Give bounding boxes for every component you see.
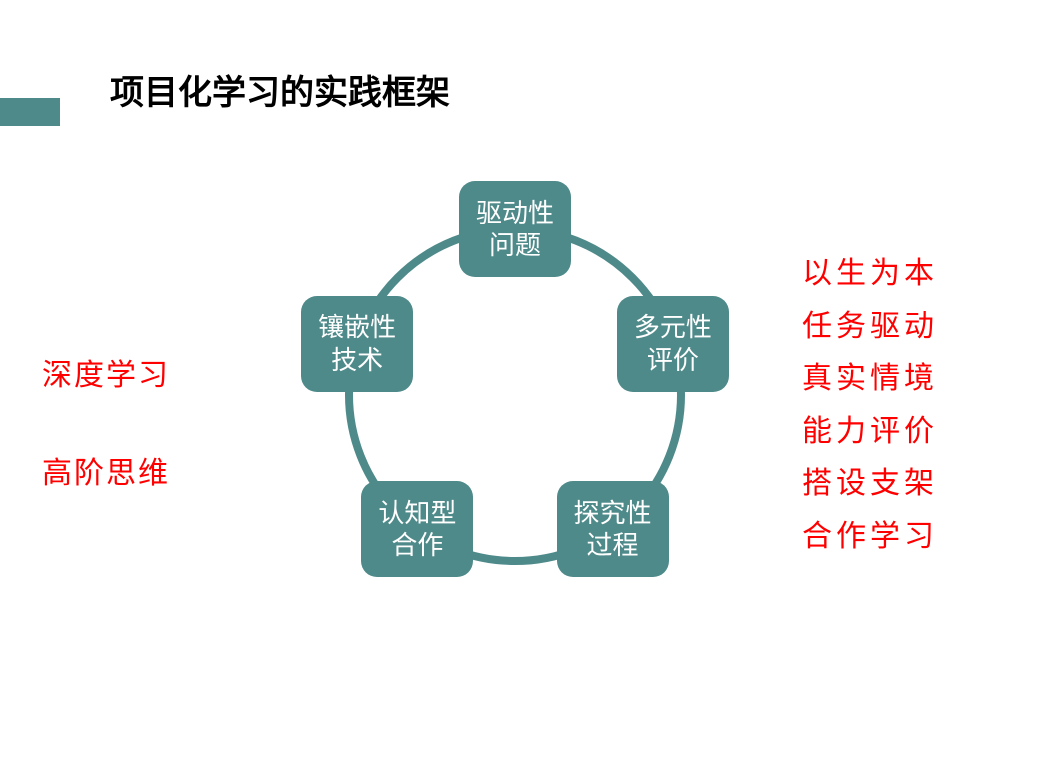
node-label-line: 多元性 xyxy=(634,311,712,344)
left-label-1: 深度学习 xyxy=(42,350,170,394)
right-labels: 以生为本 任务驱动 真实情境 能力评价 搭设支架 合作学习 xyxy=(802,248,938,563)
node-label-line: 探究性 xyxy=(574,497,652,530)
node-label-line: 技术 xyxy=(318,344,396,377)
cycle-node: 驱动性问题 xyxy=(459,181,571,277)
right-label-item: 以生为本 xyxy=(802,248,938,301)
right-label-item: 合作学习 xyxy=(802,511,938,564)
node-label-line: 过程 xyxy=(574,529,652,562)
left-label-2: 高阶思维 xyxy=(42,448,170,492)
cycle-diagram: 驱动性问题多元性评价探究性过程认知型合作镶嵌性技术 xyxy=(260,140,770,630)
node-label-line: 合作 xyxy=(378,529,456,562)
node-label-line: 驱动性 xyxy=(476,197,554,230)
cycle-node: 多元性评价 xyxy=(617,296,729,392)
page-title: 项目化学习的实践框架 xyxy=(110,65,450,114)
right-label-item: 能力评价 xyxy=(802,406,938,459)
right-label-item: 真实情境 xyxy=(802,353,938,406)
cycle-node: 探究性过程 xyxy=(557,481,669,577)
node-label-line: 问题 xyxy=(476,229,554,262)
right-label-item: 任务驱动 xyxy=(802,301,938,354)
node-label-line: 镶嵌性 xyxy=(318,311,396,344)
cycle-node: 镶嵌性技术 xyxy=(301,296,413,392)
right-label-item: 搭设支架 xyxy=(802,458,938,511)
cycle-node: 认知型合作 xyxy=(361,481,473,577)
accent-bar xyxy=(0,98,60,126)
node-label-line: 评价 xyxy=(634,344,712,377)
node-label-line: 认知型 xyxy=(378,497,456,530)
